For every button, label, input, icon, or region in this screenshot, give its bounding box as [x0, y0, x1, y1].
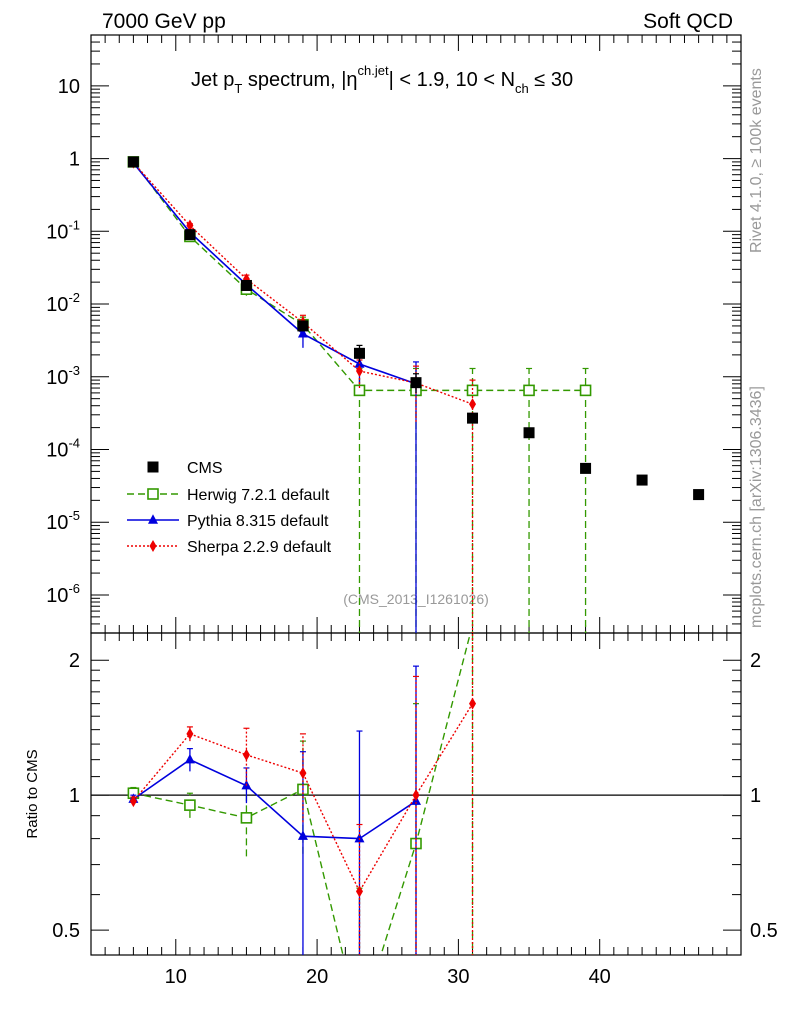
- header-process-label: Soft QCD: [643, 10, 733, 33]
- ratio-pythia-point: [354, 832, 365, 843]
- main-y-tick-label: 10-3: [46, 363, 80, 389]
- ratio-x-tick-label: 40: [589, 966, 611, 988]
- ratio-x-tick-label: 10: [165, 966, 187, 988]
- main-cms-point: [184, 229, 196, 241]
- ratio-sherpa-point: [299, 767, 307, 780]
- ratio-axes: 0.5 0.5 1 1 2 2 10 20 30 40: [52, 633, 778, 988]
- legend: CMS Herwig 7.2.1 default Pythia 8.315 defa…: [127, 460, 332, 556]
- main-y-axis: 10-6 10-5 10-4 10-3 10-2 10-1 1 10: [46, 34, 742, 634]
- ratio-sherpa-point: [355, 885, 363, 898]
- main-sherpa-point: [355, 365, 363, 378]
- main-y-tick-label: 10-1: [46, 217, 80, 243]
- main-cms-point: [580, 462, 592, 474]
- main-cms-point: [636, 474, 648, 486]
- main-herwig-point: [523, 384, 535, 397]
- ratio-pythia-line: [132, 758, 417, 840]
- ratio-sherpa-point: [412, 789, 420, 802]
- ratio-y-tick-label: 0.5: [52, 920, 80, 942]
- main-sherpa-point: [469, 398, 477, 411]
- ratio-y-tick-label: 1: [69, 785, 80, 807]
- ratio-sherpa-point: [469, 697, 477, 710]
- ratio-herwig-point: [184, 799, 196, 811]
- main-y-tick-label: 10: [58, 76, 80, 98]
- main-pythia-line: [132, 162, 417, 385]
- ratio-x-tick-label: 30: [447, 966, 469, 988]
- ratio-sherpa-point: [242, 748, 250, 761]
- legend-pythia-label: Pythia 8.315 default: [187, 513, 329, 530]
- main-y-tick-label: 10-6: [46, 581, 80, 607]
- ratio-herwig-point: [240, 812, 253, 824]
- rivet-version-label: Rivet 4.1.0, ≥ 100k events: [748, 68, 765, 253]
- ratio-pythia-point: [297, 830, 308, 840]
- ratio-sherpa-point: [129, 795, 137, 808]
- ratio-axis-label: Ratio to CMS: [24, 749, 41, 838]
- ratio-y-tick-label-right: 1: [750, 785, 761, 807]
- ratio-y-tick-label: 2: [69, 650, 80, 672]
- main-pythia-point: [297, 328, 308, 338]
- main-cms-point: [693, 489, 705, 501]
- main-y-tick-label: 10-4: [46, 436, 80, 462]
- main-cms-point: [410, 377, 422, 389]
- main-cms-point: [240, 279, 252, 291]
- main-herwig-point: [579, 384, 592, 397]
- main-sherpa-line: [132, 162, 473, 405]
- main-cms-point: [523, 427, 535, 439]
- plot-title: Jet pT spectrum, |ηch.jet| < 1.9, 10 < N…: [191, 63, 573, 96]
- ratio-y-tick-label-right: 2: [750, 650, 761, 672]
- main-cms-point: [353, 347, 365, 359]
- main-cms-point: [127, 156, 139, 168]
- legend-sherpa-marker: [149, 540, 157, 552]
- ratio-y-tick-label-right: 0.5: [750, 920, 778, 942]
- main-y-tick-label: 10-2: [46, 290, 80, 316]
- legend-sherpa-label: Sherpa 2.2.9 default: [187, 539, 332, 556]
- legend-herwig-label: Herwig 7.2.1 default: [187, 487, 330, 504]
- ratio-series-layer: [127, 633, 477, 1024]
- main-y-tick-label: 1: [69, 149, 80, 171]
- main-series-layer: [127, 156, 705, 633]
- main-y-tick-label: 10-5: [46, 508, 80, 534]
- legend-herwig-marker: [147, 488, 159, 500]
- mcplots-source-label: mcplots.cern.ch [arXiv:1306.3436]: [748, 386, 765, 628]
- ratio-herwig-point: [354, 1018, 364, 1024]
- main-cms-point: [297, 320, 309, 332]
- header-energy-label: 7000 GeV pp: [102, 10, 226, 33]
- legend-pythia-marker: [148, 514, 158, 524]
- legend-cms-label: CMS: [187, 460, 223, 477]
- main-herwig-point: [353, 384, 366, 397]
- ratio-sherpa-point: [186, 727, 194, 740]
- legend-cms-marker: [147, 461, 159, 473]
- ratio-pythia-point: [184, 753, 195, 764]
- main-sherpa-point: [186, 219, 194, 232]
- ratio-x-tick-label: 20: [306, 966, 328, 988]
- main-cms-point: [467, 412, 479, 424]
